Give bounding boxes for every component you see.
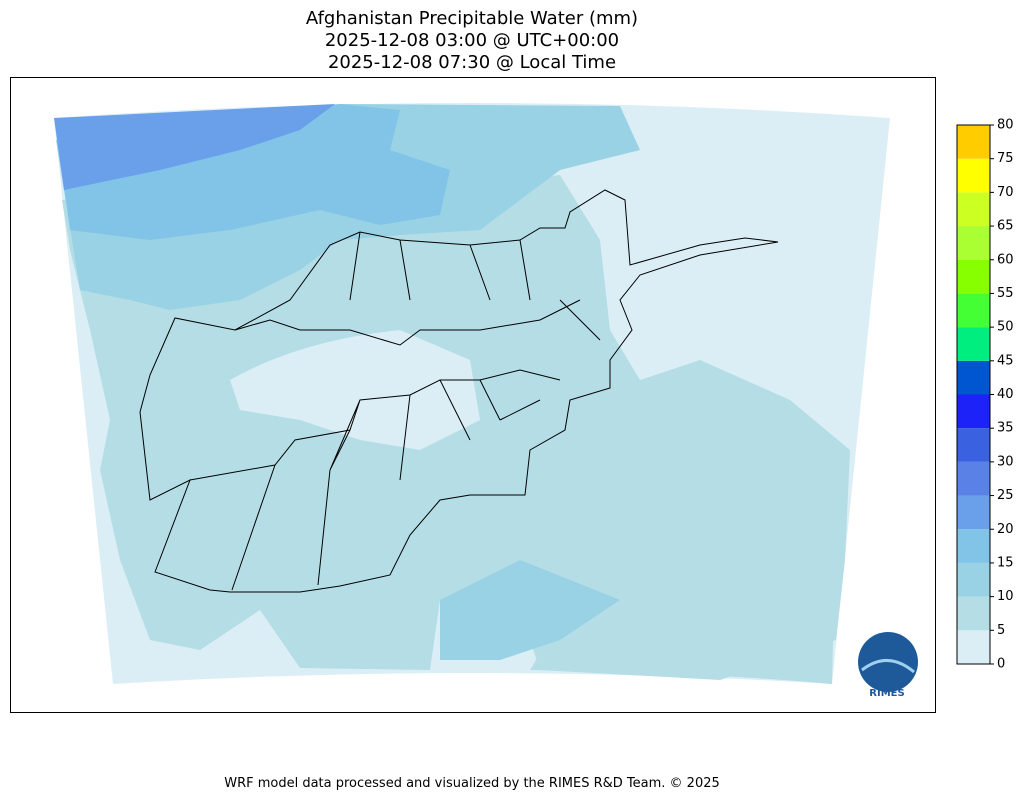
logo: RIMES [858, 632, 918, 699]
colorbar-swatch [957, 596, 990, 631]
colorbar-tick-label: 50 [997, 320, 1014, 335]
colorbar-swatch [957, 293, 990, 328]
title-line: Afghanistan Precipitable Water (mm) [306, 8, 638, 29]
colorbar-tick-label: 45 [997, 353, 1014, 368]
colorbar-tick-label: 40 [997, 387, 1014, 402]
logo-text: RIMES [869, 688, 904, 699]
province-border [189, 231, 601, 591]
colorbar-tick-label: 20 [997, 522, 1014, 537]
colorbar-swatch [957, 226, 990, 260]
colorbar-swatch [957, 327, 990, 361]
colorbar-swatch [957, 461, 990, 496]
colorbar-tick-label: 5 [997, 623, 1005, 638]
field-region [230, 330, 480, 450]
colorbar-tick-label: 35 [997, 421, 1014, 436]
colorbar-tick-label: 10 [997, 589, 1014, 604]
colorbar-swatch [957, 259, 990, 294]
field-region [530, 560, 833, 684]
colorbar-tick-label: 55 [997, 286, 1014, 301]
colorbar-tick-label: 65 [997, 219, 1014, 234]
colorbar: 0 5 10 15 20 25 30 35 40 45 50 55 60 65 70 75 80 [956, 118, 1014, 672]
colorbar-tick-label: 75 [997, 151, 1014, 166]
colorbar-swatch [957, 394, 990, 429]
colorbar-swatch [957, 158, 990, 193]
colorbar-tick-label: 80 [997, 118, 1014, 133]
colorbar-swatch [957, 125, 990, 159]
colorbar-swatch [957, 360, 990, 395]
field-region [54, 104, 335, 190]
colorbar-tick-label: 30 [997, 454, 1014, 469]
colorbar-tick-label: 0 [997, 657, 1005, 672]
colorbar-swatch [957, 428, 990, 462]
borders [139, 189, 779, 593]
colorbar-tick-label: 70 [997, 185, 1014, 200]
colorbar-swatch [957, 192, 990, 227]
colorbar-swatch [957, 562, 990, 597]
field-region [440, 560, 620, 660]
colorbar-swatch [957, 495, 990, 530]
footer: WRF model data processed and visualized … [224, 776, 720, 791]
colorbar-tick-label: 25 [997, 488, 1014, 503]
title-line: 2025-12-08 07:30 @ Local Time [328, 52, 616, 73]
map-field [54, 103, 890, 684]
country-border [139, 189, 779, 593]
colorbar-swatch [957, 630, 990, 664]
colorbar-tick-label: 15 [997, 555, 1014, 570]
colorbar-tick-label: 60 [997, 252, 1014, 267]
colorbar-swatch [957, 529, 990, 563]
title-line: 2025-12-08 03:00 @ UTC+00:00 [325, 30, 619, 51]
logo-wave [861, 659, 915, 674]
